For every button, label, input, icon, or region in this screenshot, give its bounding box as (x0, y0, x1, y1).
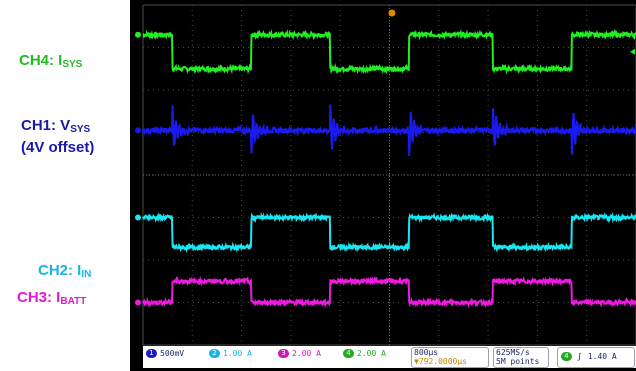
channel-marker-4[interactable] (135, 299, 141, 306)
trigger-channel-badge: 4 (561, 352, 572, 361)
ch1-badge: 1 (146, 349, 157, 358)
sample-rate-readout: 625MS/s (496, 348, 530, 357)
scope-plot (135, 4, 636, 346)
ch2-label: CH2: IIN (38, 262, 92, 280)
trigger-box[interactable] (557, 347, 635, 368)
ch2-badge: 2 (209, 349, 220, 358)
trigger-position-readout: ▼792.0000µs (414, 357, 467, 366)
trace-3 (142, 211, 636, 254)
acquisition-box[interactable] (493, 347, 549, 368)
ch4-label: CH4: ISYS (19, 52, 83, 70)
record-length-readout: 5M points (496, 357, 540, 366)
ch4-scale[interactable]: 4 2.00 A (343, 349, 386, 358)
trace-1 (142, 28, 636, 75)
ch1-label: CH1: VSYS (4V offset) (21, 117, 95, 156)
ch3-label: CH3: IBATT (17, 289, 87, 307)
trigger-position-marker[interactable] (388, 9, 396, 17)
ch4-badge: 4 (343, 349, 354, 358)
oscilloscope-screen (130, 0, 636, 371)
scope-status-bar: 1 500mV 2 1.00 A 3 2.00 A 4 2.00 A 800µs ▼79… (143, 346, 636, 368)
channel-marker-2[interactable] (135, 127, 141, 134)
ch2-scale[interactable]: 2 1.00 A (209, 349, 252, 358)
ch3-scale[interactable]: 3 2.00 A (278, 349, 321, 358)
rising-edge-icon: ʃ (577, 352, 582, 361)
channel-marker-3[interactable] (135, 214, 141, 221)
timebase-readout: 800µs (414, 348, 439, 357)
ch3-badge: 3 (278, 349, 289, 358)
ch1-offset-note: (4V offset) (21, 139, 95, 156)
channel-marker-1[interactable] (135, 31, 141, 38)
trigger-readout: 4 ʃ 1.40 A (561, 352, 617, 361)
trace-4 (142, 275, 636, 309)
trigger-level-marker[interactable] (630, 48, 635, 55)
trace-2 (142, 104, 636, 157)
ch1-scale[interactable]: 1 500mV (146, 349, 184, 358)
horizontal-box[interactable] (411, 347, 489, 368)
